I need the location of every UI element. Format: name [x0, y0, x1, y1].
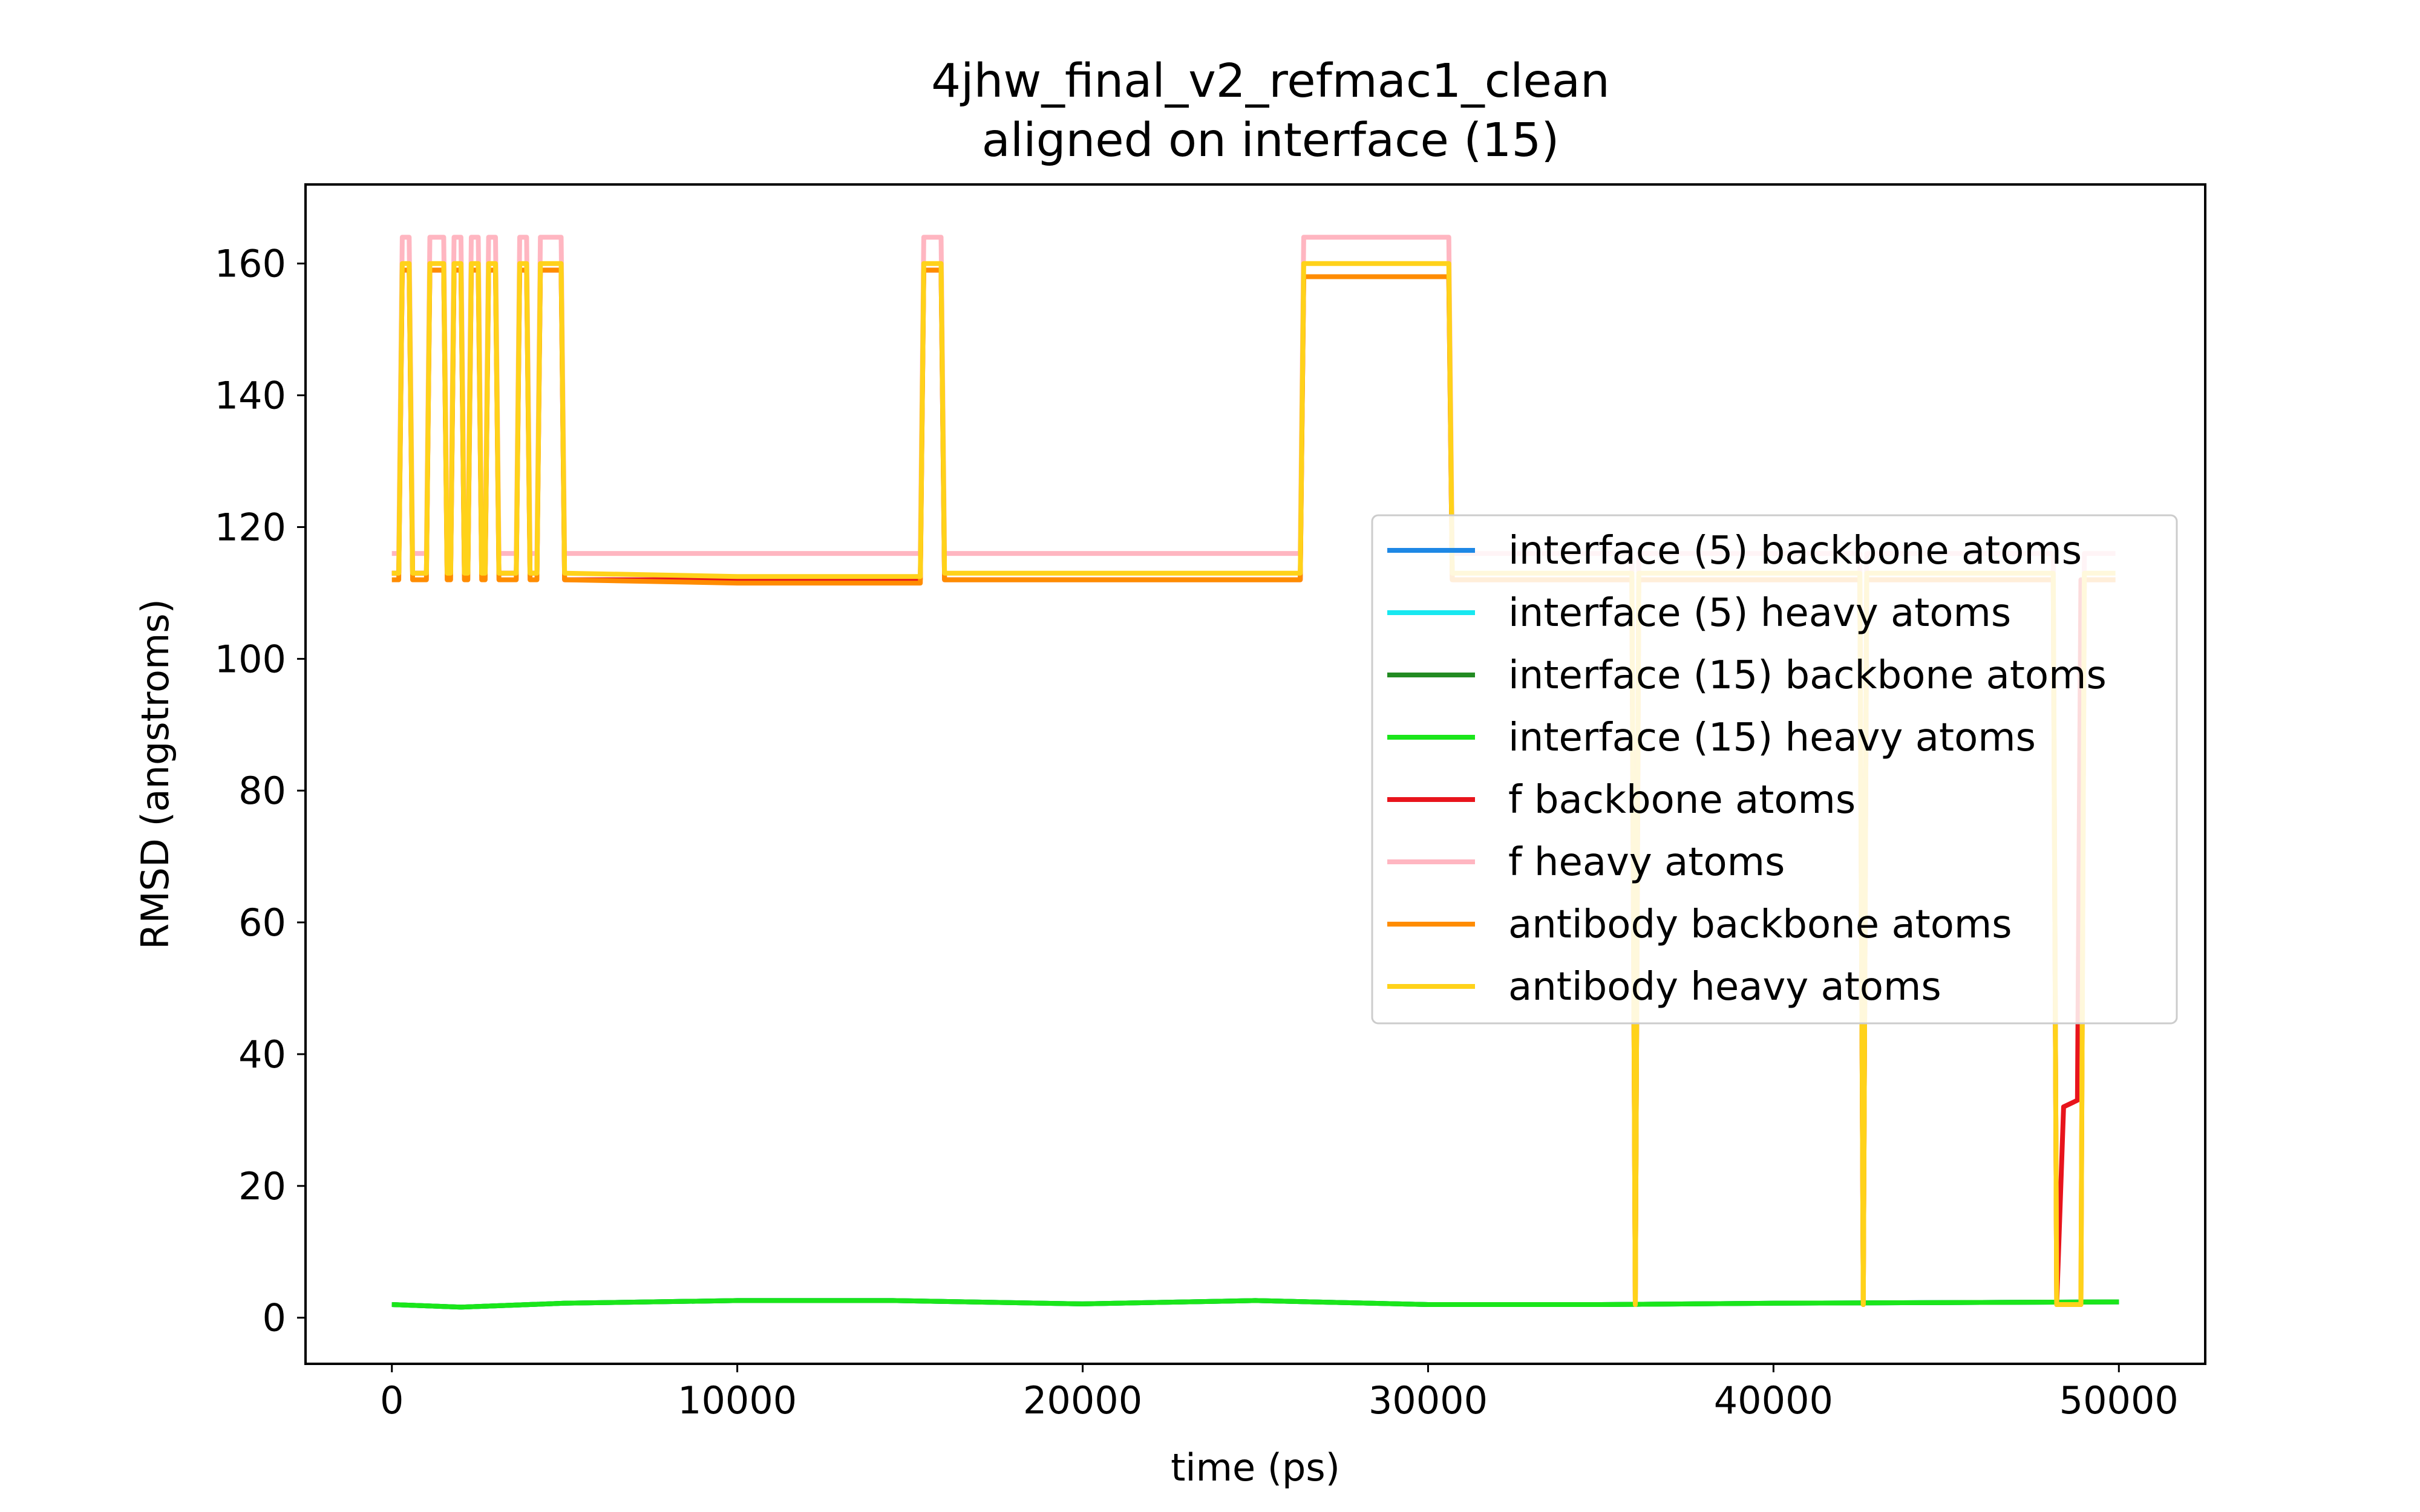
legend-label-5: f heavy atoms — [1508, 840, 1785, 885]
chart-subtitle: aligned on interface (15) — [982, 114, 1560, 168]
legend-label-3: interface (15) heavy atoms — [1508, 715, 2036, 760]
x-tick-label: 20000 — [1023, 1378, 1142, 1422]
x-axis-label: time (ps) — [1171, 1445, 1340, 1490]
legend: interface (5) backbone atoms interface (5… — [1371, 514, 2178, 1025]
chart-title: 4jhw_final_v2_refmac1_clean — [931, 54, 1610, 108]
legend-label-6: antibody backbone atoms — [1508, 902, 2012, 947]
y-tick-label: 20 — [238, 1164, 286, 1208]
y-tick-label: 60 — [238, 901, 286, 945]
series-line-3 — [391, 1298, 2119, 1310]
x-tick-label: 50000 — [2059, 1378, 2179, 1422]
legend-box — [1371, 514, 2178, 1025]
y-tick-label: 100 — [215, 637, 286, 681]
plot-frame — [304, 183, 2206, 1365]
y-tick-label: 0 — [263, 1296, 286, 1340]
y-tick-label: 160 — [215, 242, 286, 286]
x-tick-label: 0 — [380, 1378, 404, 1422]
x-tick-label: 40000 — [1714, 1378, 1833, 1422]
y-axis-label: RMSD (angstroms) — [133, 599, 177, 950]
y-tick-label: 80 — [238, 769, 286, 813]
legend-label-0: interface (5) backbone atoms — [1508, 529, 2082, 573]
y-tick-label: 140 — [215, 374, 286, 418]
x-tick-label: 10000 — [678, 1378, 797, 1422]
legend-label-7: antibody heavy atoms — [1508, 965, 1941, 1009]
x-tick-label: 30000 — [1369, 1378, 1488, 1422]
y-tick-label: 40 — [238, 1032, 286, 1077]
legend-label-1: interface (5) heavy atoms — [1508, 591, 2011, 636]
y-tick-label: 120 — [215, 505, 286, 549]
legend-label-2: interface (15) backbone atoms — [1508, 653, 2107, 698]
axis-ticks: 0 10000 20000 30000 40000 50000 0 20 40 60 80 100 12… — [215, 242, 2179, 1422]
legend-label-4: f backbone atoms — [1508, 778, 1856, 823]
